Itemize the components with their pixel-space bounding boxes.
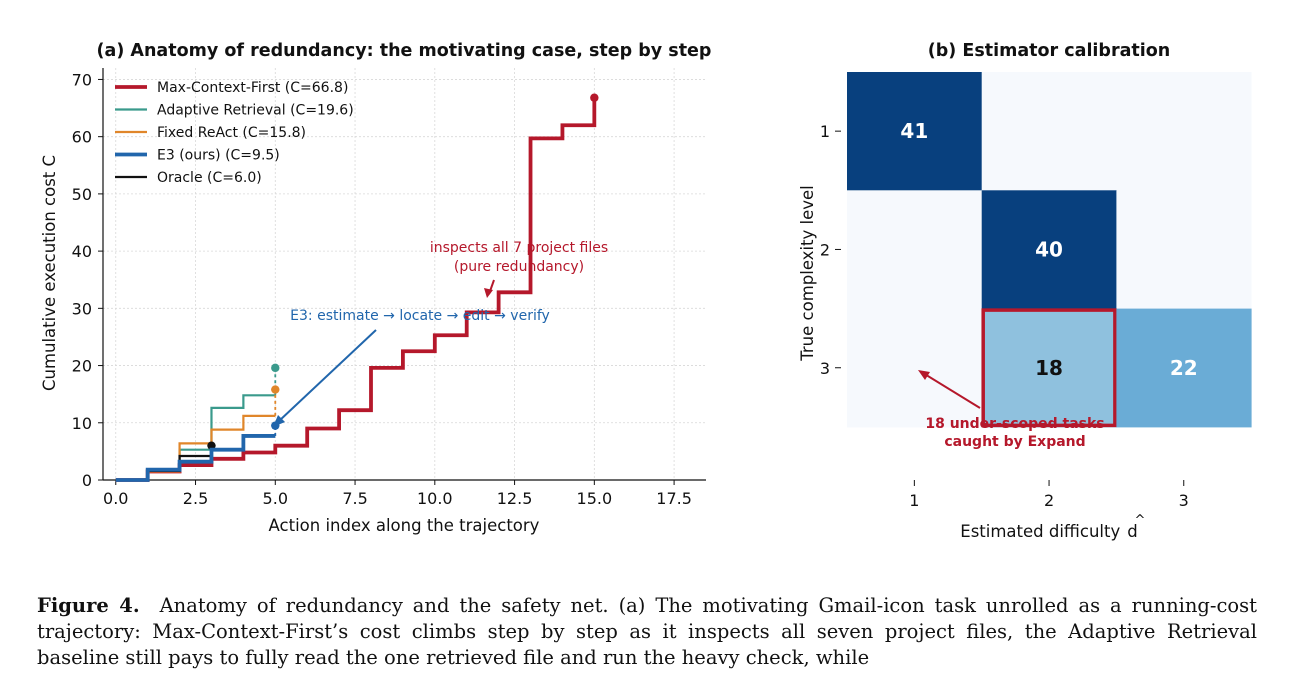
y-tick-label: 60 bbox=[72, 128, 92, 147]
heatmap-value-r2-c2: 40 bbox=[1035, 237, 1063, 261]
panel-a-title: (a) Anatomy of redundancy: the motivatin… bbox=[97, 41, 712, 61]
heatmap-value-r1-c1: 41 bbox=[900, 119, 928, 143]
y-tick-label: 20 bbox=[72, 357, 92, 376]
series-e3-line bbox=[115, 434, 276, 482]
panel-b-title: (b) Estimator calibration bbox=[928, 41, 1171, 61]
panel-a-series bbox=[115, 93, 599, 482]
annotation-expand: 18 under-scoped tasks caught by Expand bbox=[918, 370, 1105, 450]
heatmap-cell-r2-c1 bbox=[847, 190, 983, 310]
annotation-expand-line-1: 18 under-scoped tasks bbox=[925, 416, 1104, 432]
legend-label-fixed-react: Fixed ReAct (C=15.8) bbox=[157, 125, 306, 141]
panel-a-x-axis-label: Action index along the trajectory bbox=[269, 516, 540, 535]
panel-b-heatmap: 41 40 18 22 bbox=[847, 72, 1252, 428]
x-tick-label: 5.0 bbox=[263, 489, 288, 508]
heatmap-cell-r2-c2 bbox=[981, 190, 1117, 310]
annotation-e3: E3: estimate → locate → edit → verify bbox=[273, 308, 550, 427]
legend-label-oracle: Oracle (C=6.0) bbox=[157, 170, 262, 186]
annotation-expand-arrowhead bbox=[918, 370, 930, 380]
series-adaptive-retrieval-endpoint bbox=[271, 363, 280, 373]
panel-a-legend: Max-Context-First (C=66.8) Adaptive Retri… bbox=[115, 80, 354, 186]
annotation-redundancy-arrowhead bbox=[484, 288, 493, 298]
annotation-e3-arrow bbox=[278, 329, 377, 422]
heatmap-y-tick-label: 3 bbox=[820, 359, 830, 378]
legend-label-e3: E3 (ours) (C=9.5) bbox=[157, 148, 280, 164]
series-max-context-first bbox=[115, 93, 599, 482]
legend-label-adaptive-retrieval: Adaptive Retrieval (C=19.6) bbox=[157, 103, 354, 119]
annotation-e3-arrowhead bbox=[273, 415, 285, 427]
heatmap-y-tick-label: 2 bbox=[820, 240, 830, 259]
x-tick-label: 0.0 bbox=[103, 489, 128, 508]
annotation-redundancy: inspects all 7 project files (pure redun… bbox=[430, 240, 608, 298]
x-tick-label: 7.5 bbox=[342, 489, 367, 508]
heatmap-cell-r1-c2 bbox=[981, 72, 1117, 191]
annotation-expand-line-2: caught by Expand bbox=[944, 434, 1085, 450]
annotation-expand-arrow bbox=[922, 372, 981, 409]
x-tick-label: 17.5 bbox=[656, 489, 692, 508]
series-fixed-react-endpoint bbox=[271, 385, 280, 394]
annotation-e3-text: E3: estimate → locate → edit → verify bbox=[290, 308, 550, 324]
figure-caption-text: Anatomy of redundancy and the safety net… bbox=[37, 594, 1258, 669]
series-max-context-first-line bbox=[115, 97, 597, 482]
heatmap-cell-r1-c3 bbox=[1116, 72, 1252, 191]
panel-a-ticks: 0.0 2.5 5.0 7.5 10.0 12.5 15.0 17.5 0 10 20 30 40 50 6… bbox=[72, 70, 692, 508]
x-tick-label: 10.0 bbox=[417, 489, 453, 508]
y-tick-label: 40 bbox=[72, 242, 92, 261]
heatmap-cell-r3-c2 bbox=[981, 308, 1117, 428]
x-tick-label: 2.5 bbox=[183, 489, 208, 508]
heatmap-cell-r3-c1 bbox=[847, 308, 983, 428]
annotation-redundancy-line-2: (pure redundancy) bbox=[454, 259, 584, 275]
y-tick-label: 0 bbox=[82, 471, 92, 490]
y-tick-label: 50 bbox=[72, 185, 92, 204]
figure-caption: Figure 4. Anatomy of redundancy and the … bbox=[37, 593, 1257, 671]
heatmap-value-r3-c3: 22 bbox=[1170, 356, 1198, 380]
panel-a-y-axis-label: Cumulative execution cost C bbox=[40, 155, 59, 391]
heatmap-y-tick-label: 1 bbox=[820, 122, 830, 141]
heatmap-value-r3-c2: 18 bbox=[1035, 356, 1063, 380]
x-tick-label: 12.5 bbox=[497, 489, 533, 508]
annotation-redundancy-line-1: inspects all 7 project files bbox=[430, 240, 608, 256]
panel-b-x-axis-symbol: d bbox=[1127, 522, 1137, 541]
series-max-context-first-endpoint bbox=[590, 93, 599, 102]
panel-b-y-axis-label: True complexity level bbox=[798, 185, 817, 362]
heatmap-cell-r3-c3 bbox=[1116, 308, 1252, 428]
heatmap-highlight-box bbox=[981, 308, 1117, 428]
x-tick-label: 15.0 bbox=[577, 489, 613, 508]
y-tick-label: 10 bbox=[72, 414, 92, 433]
series-oracle-endpoint bbox=[207, 441, 216, 450]
heatmap-x-tick-label: 3 bbox=[1179, 491, 1189, 510]
panel-b-x-axis-label: Estimated difficulty d bbox=[960, 522, 1137, 541]
panel-b-x-axis-label-text: Estimated difficulty bbox=[960, 522, 1120, 541]
heatmap-cell-r2-c3 bbox=[1116, 190, 1252, 310]
y-tick-label: 70 bbox=[72, 70, 92, 89]
heatmap-cell-r1-c1 bbox=[847, 72, 983, 191]
panel-b-ticks: 1 2 3 1 2 3 bbox=[820, 122, 1189, 510]
figure-caption-label: Figure 4. bbox=[37, 594, 140, 617]
heatmap-x-tick-label: 2 bbox=[1044, 491, 1054, 510]
heatmap-x-tick-label: 1 bbox=[909, 491, 919, 510]
y-tick-label: 30 bbox=[72, 299, 92, 318]
panel-b-x-axis-hat: ^ bbox=[1135, 513, 1146, 528]
legend-label-max-context-first: Max-Context-First (C=66.8) bbox=[157, 80, 348, 96]
